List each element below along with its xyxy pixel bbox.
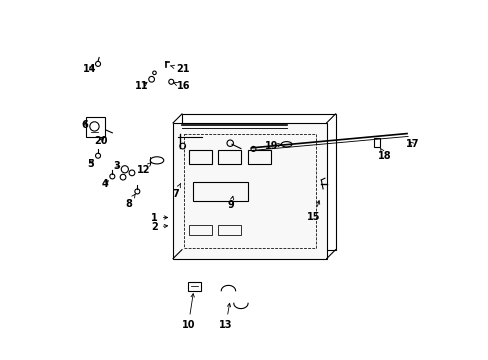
- Text: 16: 16: [174, 81, 190, 91]
- Bar: [192, 182, 247, 202]
- Bar: [189, 225, 212, 235]
- Text: 9: 9: [227, 196, 234, 210]
- Text: 4: 4: [102, 179, 108, 189]
- Text: 2: 2: [151, 222, 167, 232]
- Bar: [189, 150, 212, 164]
- Text: 5: 5: [87, 159, 93, 169]
- Text: 1: 1: [151, 212, 167, 222]
- Bar: [247, 150, 271, 164]
- Text: 12: 12: [137, 162, 151, 175]
- Text: 10: 10: [182, 294, 195, 330]
- Text: 14: 14: [83, 64, 97, 73]
- Text: 17: 17: [405, 139, 418, 149]
- Bar: [85, 117, 105, 137]
- Text: 18: 18: [377, 148, 391, 161]
- Text: 6: 6: [81, 120, 88, 130]
- Bar: [188, 282, 201, 291]
- Text: 13: 13: [219, 303, 232, 330]
- Text: 21: 21: [170, 64, 189, 74]
- Bar: [217, 225, 241, 235]
- Text: 20: 20: [94, 136, 107, 147]
- Text: 7: 7: [172, 183, 181, 199]
- Bar: [217, 150, 241, 164]
- Text: 3: 3: [113, 161, 120, 171]
- Text: 15: 15: [307, 201, 320, 222]
- Text: 8: 8: [125, 194, 135, 209]
- Text: 11: 11: [135, 81, 148, 91]
- Polygon shape: [173, 123, 326, 258]
- Text: 19: 19: [264, 141, 281, 151]
- Bar: [373, 138, 379, 147]
